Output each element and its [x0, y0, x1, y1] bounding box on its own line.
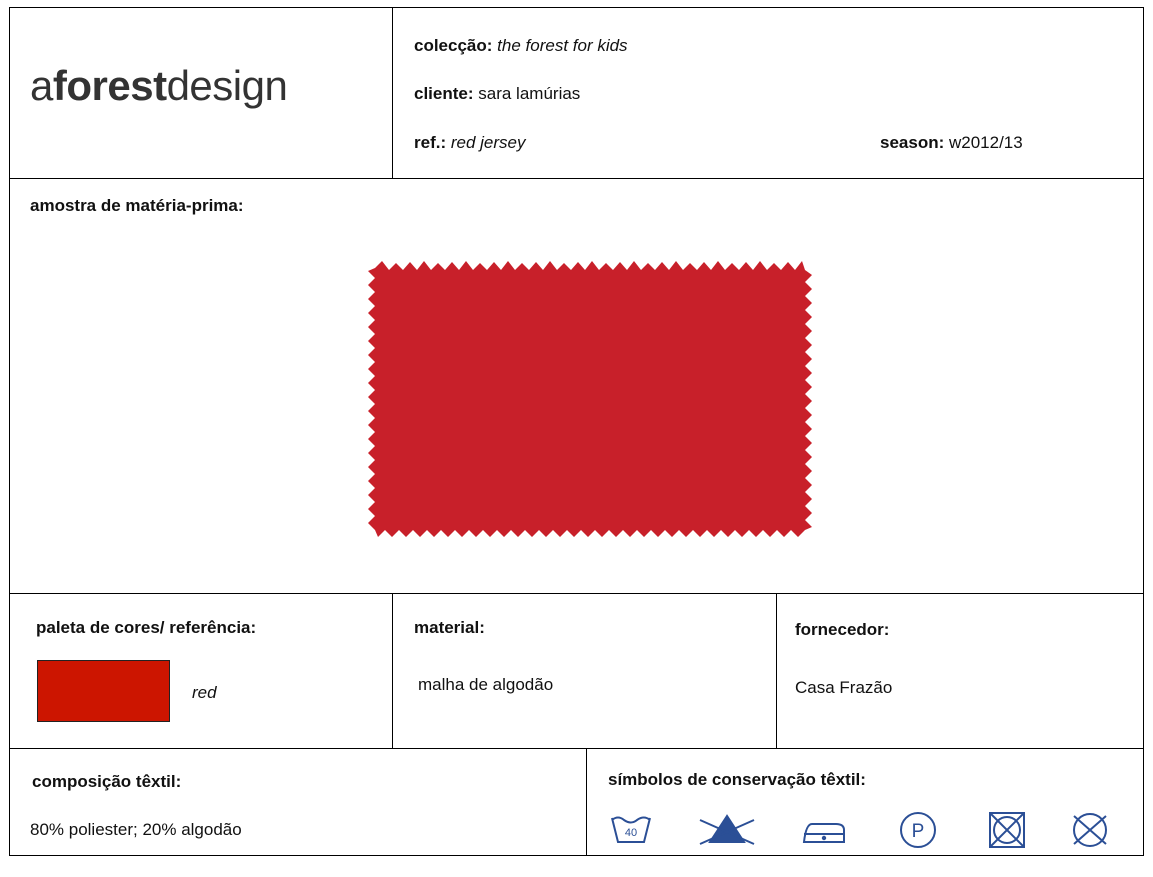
- border: [1143, 7, 1144, 856]
- label: composição têxtil:: [32, 772, 182, 791]
- label: material:: [414, 618, 485, 637]
- wash-temp: 40: [625, 827, 637, 839]
- wring-icon: [1073, 813, 1107, 847]
- iron-dot: [821, 835, 827, 841]
- section-label: fornecedor:: [795, 620, 889, 640]
- value: malha de algodão: [418, 675, 554, 694]
- section-label: amostra de matéria-prima:: [30, 196, 244, 216]
- label: paleta de cores/ referência:: [36, 618, 257, 637]
- border: [9, 748, 1144, 749]
- label: amostra de matéria-prima:: [30, 196, 244, 215]
- fabric-sample: [368, 261, 812, 537]
- bleach-cross: [699, 819, 755, 845]
- field-label: season:: [880, 133, 945, 152]
- value: 80% poliester; 20% algodão: [30, 820, 242, 839]
- section-label: paleta de cores/ referência:: [36, 618, 256, 638]
- field: colecção: the forest for kids: [414, 36, 628, 56]
- section-label: material:: [414, 618, 485, 638]
- dryclean-icon: [900, 812, 936, 848]
- logo: aforestdesign: [30, 62, 288, 110]
- value: Casa Frazão: [795, 678, 893, 697]
- care-symbols: 40 P: [611, 812, 1107, 848]
- logo-suffix: design: [166, 62, 288, 109]
- field-label: ref.:: [414, 133, 447, 152]
- border: [9, 7, 10, 856]
- wash-icon: [611, 816, 651, 843]
- wring-cross: [1073, 815, 1107, 845]
- tumble-icon: [989, 812, 1025, 848]
- border: [392, 7, 393, 178]
- border: [586, 748, 587, 855]
- field-value: sara lamúrias: [478, 84, 581, 103]
- logo-prefix: a: [30, 62, 53, 109]
- field: season: w2012/13: [880, 133, 1023, 153]
- field-label: cliente:: [414, 84, 474, 103]
- fabric: [368, 261, 812, 537]
- border: [776, 593, 777, 748]
- iron-icon: [802, 823, 845, 843]
- section-label: símbolos de conservação têxtil:: [608, 770, 866, 790]
- field: ref.: red jersey: [414, 133, 526, 153]
- tumble-circle: [993, 816, 1021, 844]
- tumble-cross: [989, 812, 1025, 848]
- label: fornecedor:: [795, 620, 890, 639]
- field-value: the forest for kids: [497, 36, 628, 55]
- border: [9, 178, 1144, 179]
- border: [392, 593, 393, 748]
- swatch-name: red: [192, 683, 217, 703]
- field: cliente: sara lamúrias: [414, 84, 580, 104]
- border: [9, 593, 1144, 594]
- label: símbolos de conservação têxtil:: [608, 770, 866, 789]
- value: red: [192, 683, 217, 702]
- field-value: w2012/13: [948, 133, 1023, 152]
- border: [9, 855, 1144, 856]
- field-value: red jersey: [450, 133, 526, 152]
- logo-bold: forest: [52, 62, 167, 109]
- border: [9, 7, 1144, 8]
- field-label: colecção:: [414, 36, 493, 55]
- section-label: composição têxtil:: [32, 772, 181, 792]
- color-swatch: [37, 660, 170, 722]
- dryclean-letter: P: [912, 821, 925, 842]
